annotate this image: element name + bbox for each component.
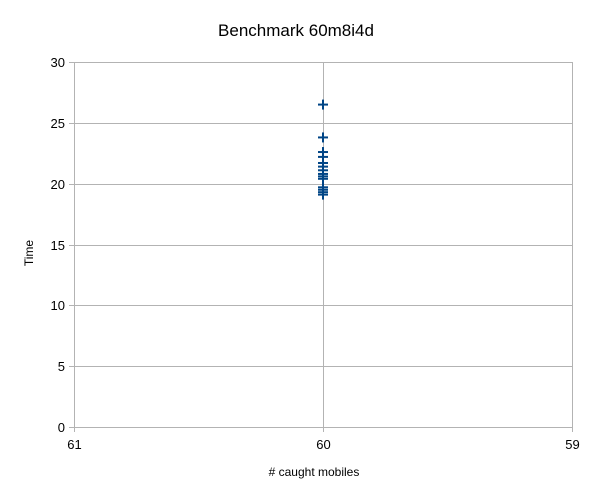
plot-frame xyxy=(74,62,573,428)
data-points xyxy=(318,99,328,200)
y-tick-label: 30 xyxy=(51,55,65,70)
y-tick-label: 20 xyxy=(51,177,65,192)
y-tick-label: 5 xyxy=(58,359,65,374)
y-tick-label: 10 xyxy=(51,298,65,313)
x-tick-label: 60 xyxy=(316,437,330,452)
y-axis-label: Time xyxy=(22,240,36,267)
x-tick-label: 61 xyxy=(67,437,81,452)
data-point xyxy=(318,189,328,200)
data-point xyxy=(318,132,328,143)
x-tick-labels: 61 60 59 xyxy=(67,437,579,452)
y-tick-label: 25 xyxy=(51,116,65,131)
data-point xyxy=(318,173,328,184)
x-axis-label: # caught mobiles xyxy=(269,465,360,479)
chart-title: Benchmark 60m8i4d xyxy=(218,21,374,40)
grid-lines xyxy=(69,62,573,432)
x-tick-label: 59 xyxy=(565,437,579,452)
y-tick-label: 0 xyxy=(58,420,65,435)
y-tick-labels: 0 5 10 15 20 25 30 xyxy=(51,55,65,435)
axes xyxy=(74,62,573,428)
y-tick-label: 15 xyxy=(51,238,65,253)
data-point xyxy=(318,99,328,110)
